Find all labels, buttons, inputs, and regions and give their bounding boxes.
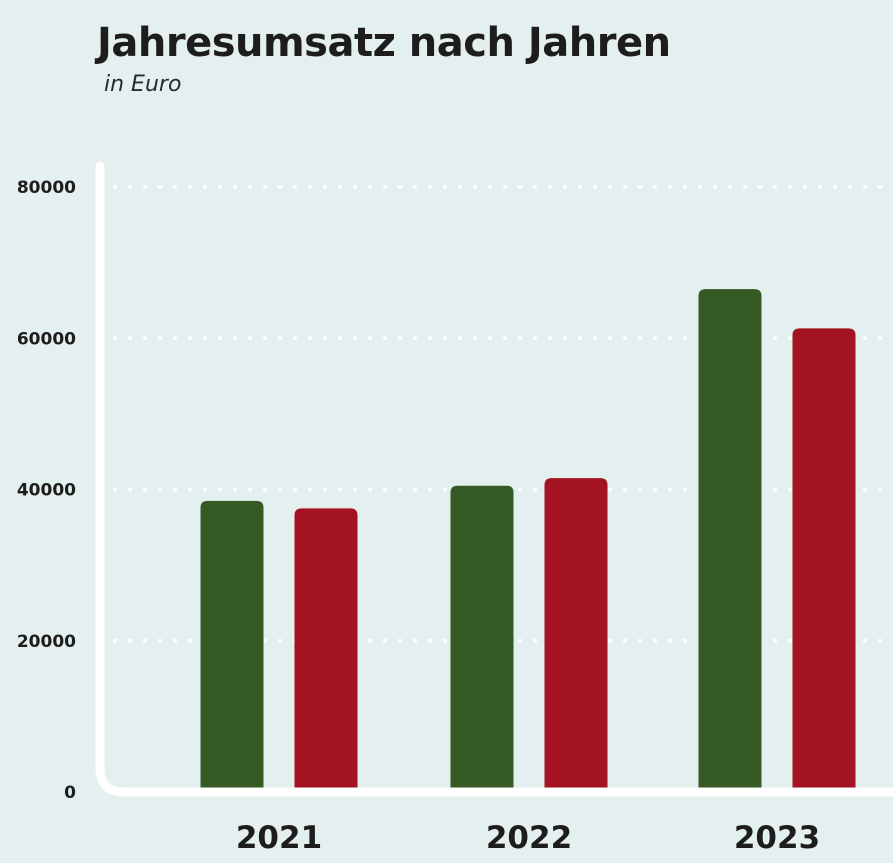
y-tick-label: 80000 [17,178,76,198]
x-category-label: 2023 [734,820,820,856]
chart-title: Jahresumsatz nach Jahren [97,20,671,66]
chart-subtitle: in Euro [104,72,182,97]
y-tick-label: 40000 [17,481,76,501]
axis-frame [95,161,893,797]
bar-series-2-2022 [544,478,608,790]
bar-series-1-2021 [200,500,264,790]
bar-series-1-2023 [698,289,762,790]
y-tick-label: 60000 [17,329,76,349]
x-axis-categories: 2021 2022 2023 [236,820,820,856]
y-tick-label: 20000 [17,632,76,652]
bar-series-2-2023 [792,328,856,790]
y-axis-ticks: 0 20000 40000 60000 80000 [17,178,76,803]
bar-series-1-2022 [450,485,514,790]
y-tick-label: 0 [64,783,76,803]
x-category-label: 2021 [236,820,322,856]
bars [200,289,856,790]
bar-series-2-2021 [294,508,358,790]
x-category-label: 2022 [486,820,572,856]
